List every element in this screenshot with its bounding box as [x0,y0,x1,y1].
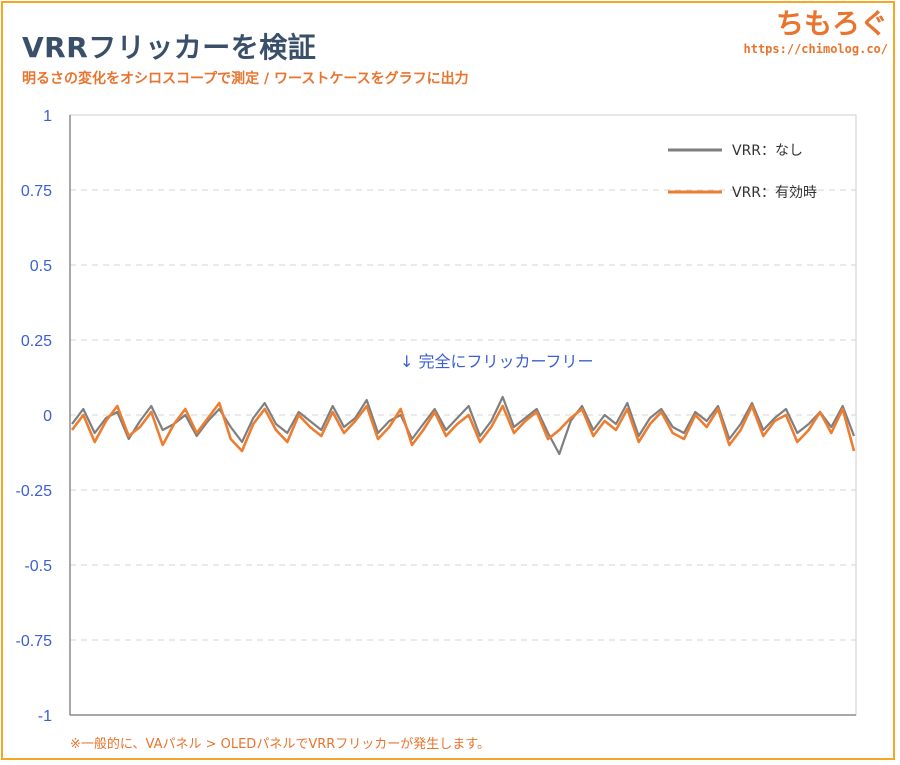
y-tick-label: -0.5 [24,558,52,575]
y-tick-label: 1 [43,108,52,125]
y-axis-ticks: 1 0.75 0.5 0.25 0 -0.25 -0.5 -0.75 -1 [16,108,53,725]
series-line-1 [70,401,856,453]
legend-label-0: VRR：なし [732,143,803,159]
y-tick-label: -0.25 [16,483,53,500]
chart-annotation: ↓ 完全にフリッカーフリー [400,352,594,371]
legend: VRR：なし VRR：有効時 [668,143,817,201]
y-tick-label: 0.5 [30,258,52,275]
y-tick-label: 0.25 [21,333,52,350]
y-tick-label: -0.75 [16,633,53,650]
brand-name: ちもろぐ [775,7,888,40]
y-tick-label: -1 [38,708,52,725]
series-line-0 [71,395,856,456]
y-tick-label: 0.75 [21,183,52,200]
legend-label-1: VRR：有効時 [732,185,817,201]
brand-url: https://chimolog.co/ [743,42,889,56]
brand-logo: ちもろぐ https://chimolog.co/ [743,7,889,57]
gridlines [70,189,856,641]
footnote: ※一般的に、VAパネル > OLEDパネルでVRRフリッカーが発生します。 [70,737,490,752]
y-tick-label: 0 [43,408,52,425]
chart-subtitle: 明るさの変化をオシロスコープで測定 / ワーストケースをグラフに出力 [22,71,469,87]
series-layer [70,395,856,456]
chart-title: VRRフリッカーを検証 [22,31,317,64]
axes [69,114,857,716]
